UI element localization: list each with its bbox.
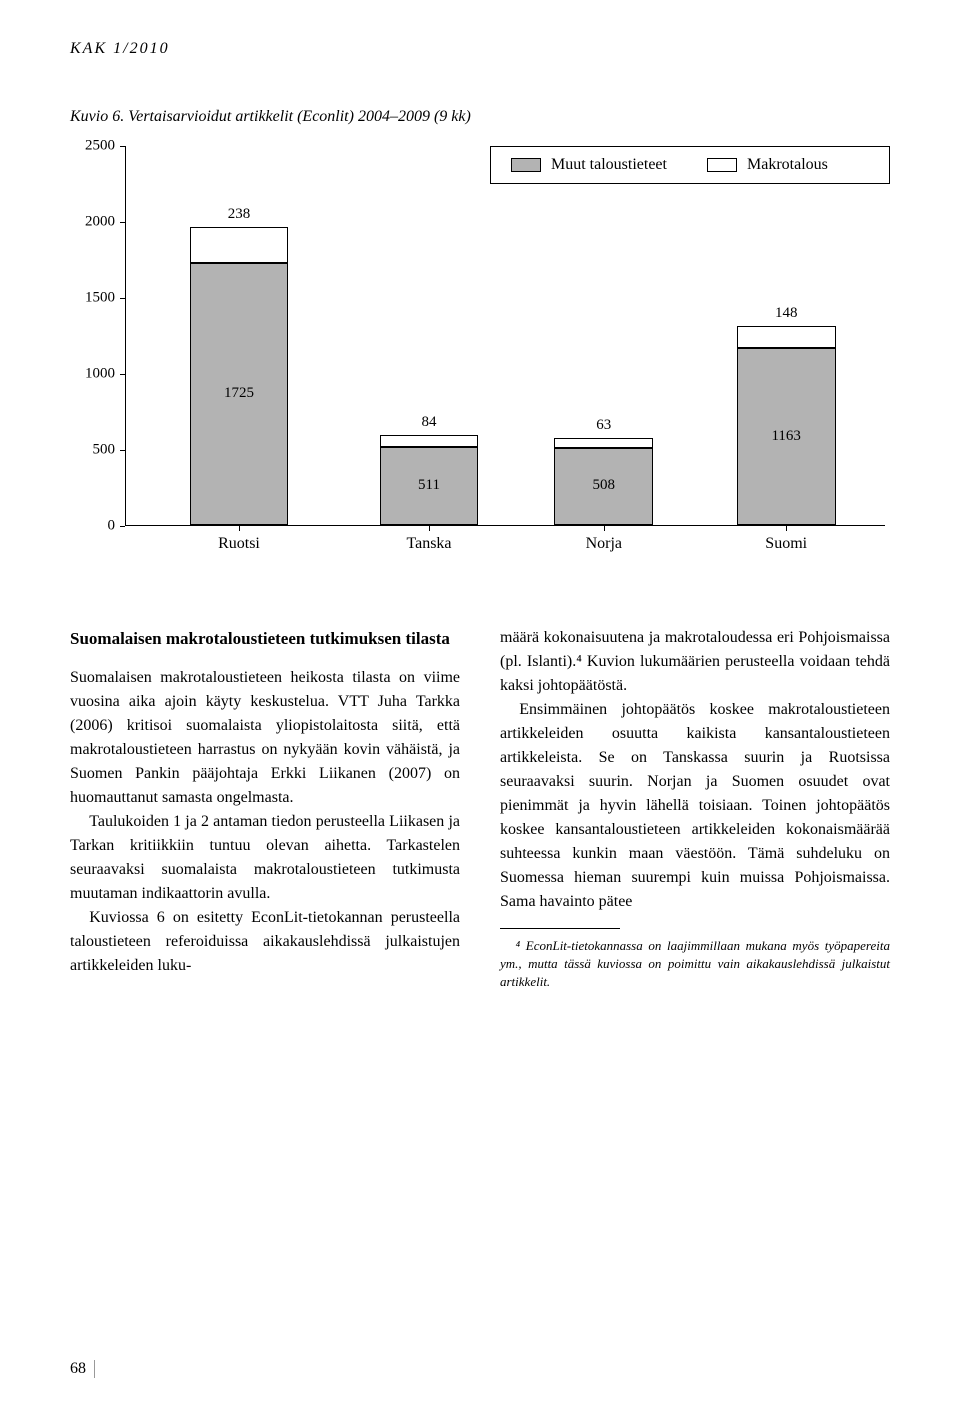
x-axis-label: Ruotsi (218, 535, 260, 553)
right-column: määrä kokonaisuutena ja makrotaloudessa … (500, 626, 890, 992)
x-tick (429, 525, 430, 531)
y-axis-label: 500 (93, 442, 116, 459)
x-tick (786, 525, 787, 531)
bar-value-label: 508 (593, 477, 616, 494)
y-axis-label: 1000 (85, 366, 115, 383)
bar-segment-top (737, 326, 836, 348)
y-axis-label: 2500 (85, 138, 115, 155)
bar-value-label: 63 (596, 417, 611, 434)
paragraph: Suomalaisen makrotaloustieteen heikosta … (70, 666, 460, 810)
bar-segment-top (380, 435, 479, 448)
x-axis-label: Norja (586, 535, 622, 553)
paragraph: Taulukoiden 1 ja 2 antaman tiedon perust… (70, 810, 460, 906)
paragraph: Ensimmäinen johtopäätös koskee makrotalo… (500, 698, 890, 914)
left-column: Suomalaisen makrotaloustieteen tutkimuks… (70, 626, 460, 992)
bars-group: 1725238Ruotsi51184Tanska50863Norja116314… (125, 146, 885, 525)
x-tick (604, 525, 605, 531)
paragraph: Kuviossa 6 on esitetty EconLit-tietokann… (70, 906, 460, 978)
plot-area: 050010001500200025001725238Ruotsi51184Ta… (125, 146, 885, 526)
x-axis-label: Tanska (406, 535, 451, 553)
y-axis-label: 2000 (85, 214, 115, 231)
section-heading: Suomalaisen makrotaloustieteen tutkimuks… (70, 626, 460, 652)
bar-chart: Muut taloustieteet Makrotalous 050010001… (70, 146, 890, 566)
footnote-rule (500, 928, 620, 929)
text-columns: Suomalaisen makrotaloustieteen tutkimuks… (70, 626, 890, 992)
bar-value-label: 1163 (771, 428, 800, 445)
x-axis-label: Suomi (765, 535, 807, 553)
page-number: 68 (70, 1360, 95, 1378)
bar-value-label: 148 (775, 305, 798, 322)
bar-value-label: 84 (421, 414, 436, 431)
bar-value-label: 1725 (224, 385, 254, 402)
y-axis-label: 0 (108, 518, 116, 535)
bar-segment-top (190, 227, 289, 263)
paragraph: määrä kokonaisuutena ja makrotaloudessa … (500, 626, 890, 698)
bar-segment-top (554, 438, 653, 448)
bar-value-label: 238 (228, 206, 251, 223)
footnote: ⁴ EconLit-tietokannassa on laajimmillaan… (500, 937, 890, 992)
y-axis-label: 1500 (85, 290, 115, 307)
figure-caption: Kuvio 6. Vertaisarvioidut artikkelit (Ec… (70, 108, 890, 126)
y-tick (120, 526, 125, 527)
x-tick (239, 525, 240, 531)
running-header: KAK 1/2010 (70, 40, 890, 58)
bar-value-label: 511 (418, 477, 440, 494)
